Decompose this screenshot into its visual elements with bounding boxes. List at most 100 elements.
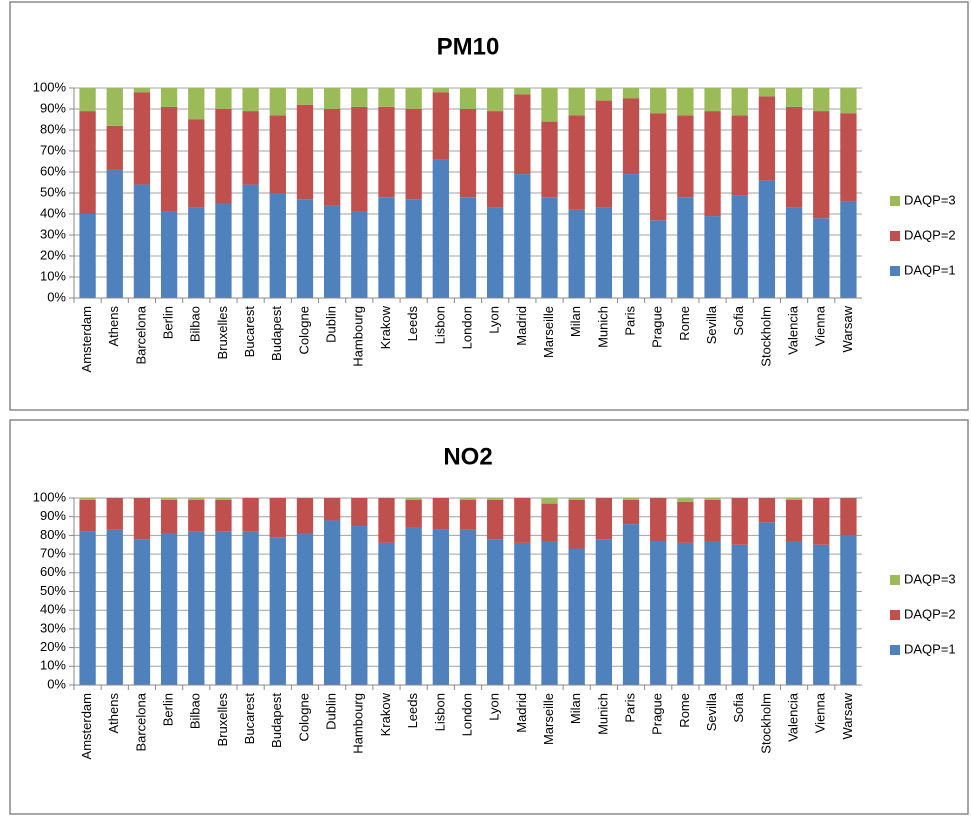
bar-segment — [677, 115, 694, 198]
x-tick-label: Amsterdam — [79, 693, 94, 759]
bar-segment — [541, 121, 558, 198]
x-tick-label: Bruxelles — [215, 306, 230, 360]
bar-segment — [785, 106, 803, 208]
bar-segment — [160, 533, 178, 685]
bar-segment — [813, 498, 830, 545]
y-tick-label: 90% — [40, 508, 66, 523]
bar-segment — [622, 498, 640, 500]
legend-label: DAQP=3 — [904, 192, 956, 207]
x-tick-label: Dublin — [324, 693, 339, 730]
y-tick-label: 10% — [40, 268, 66, 283]
bar-segment — [378, 106, 395, 198]
bar-segment — [79, 111, 96, 214]
bar-segment — [133, 498, 151, 540]
bar-segment — [459, 529, 477, 685]
bar-segment — [595, 88, 613, 101]
x-tick-label: Cologne — [296, 306, 311, 354]
x-tick-label: Bilbao — [188, 306, 203, 342]
legend-swatch — [890, 196, 900, 206]
x-tick-label: Vienna — [813, 692, 828, 733]
bar-segment — [106, 498, 123, 530]
bar-segment — [459, 498, 477, 500]
bar-segment — [650, 88, 667, 114]
bar-segment — [188, 498, 205, 500]
bar-segment — [459, 499, 477, 530]
bar-segment — [432, 529, 449, 685]
bar-segment — [188, 119, 205, 208]
legend-label: DAQP=1 — [904, 641, 956, 656]
bar-segment — [731, 498, 748, 545]
bar-segment — [296, 88, 314, 105]
y-tick-label: 30% — [40, 226, 66, 241]
bar-segment — [242, 498, 259, 532]
bar-segment — [432, 92, 449, 160]
x-tick-label: Rome — [677, 306, 692, 341]
x-tick-label: Lyon — [487, 306, 502, 334]
x-tick-label: Bilbao — [188, 693, 203, 729]
bar-segment — [432, 88, 449, 93]
y-tick-label: 70% — [40, 546, 66, 561]
x-tick-label: Krakow — [378, 305, 393, 349]
bar-segment — [323, 109, 341, 206]
bar-segment — [160, 88, 178, 107]
bar-segment — [541, 503, 558, 542]
legend-label: DAQP=2 — [904, 227, 956, 242]
bar-segment — [405, 498, 422, 500]
bar-segment — [351, 106, 368, 212]
bar-segment — [378, 542, 395, 685]
chart-title: NO2 — [443, 443, 492, 470]
x-tick-label: Krakow — [378, 692, 393, 736]
x-tick-label: London — [459, 693, 474, 736]
x-tick-label: Vienna — [813, 305, 828, 346]
bar-segment — [704, 499, 721, 542]
bar-segment — [731, 88, 748, 116]
bar-segment — [323, 520, 341, 685]
bar-segment — [704, 111, 721, 217]
bar-segment — [622, 98, 640, 175]
y-tick-label: 50% — [40, 184, 66, 199]
x-tick-label: Hambourg — [351, 693, 366, 754]
bar-segment — [215, 88, 232, 109]
x-tick-label: Prague — [650, 693, 665, 735]
bar-segment — [106, 529, 123, 685]
x-tick-label: Leeds — [405, 693, 420, 729]
bar-segment — [595, 498, 613, 540]
x-tick-label: Lyon — [487, 693, 502, 721]
bar-segment — [840, 201, 857, 298]
y-tick-label: 0% — [47, 676, 66, 691]
bar-segment — [595, 539, 613, 685]
bar-segment — [487, 498, 504, 500]
bar-segment — [106, 88, 123, 126]
bar-segment — [541, 541, 558, 685]
bar-segment — [622, 524, 640, 685]
x-tick-label: London — [459, 306, 474, 349]
x-tick-label: Marseille — [541, 693, 556, 745]
bar-segment — [79, 499, 96, 532]
x-tick-label: Cologne — [296, 693, 311, 741]
bar-segment — [215, 203, 232, 298]
bar-segment — [622, 499, 640, 525]
x-tick-label: Milan — [568, 693, 583, 724]
legend-swatch — [890, 610, 900, 620]
x-tick-label: Rome — [677, 693, 692, 728]
x-tick-label: Madrid — [514, 693, 529, 733]
bar-segment — [595, 207, 613, 298]
bar-segment — [296, 104, 314, 200]
x-tick-label: Barcelona — [133, 692, 148, 751]
y-tick-label: 20% — [40, 639, 66, 654]
bar-segment — [351, 526, 368, 685]
y-tick-label: 0% — [47, 289, 66, 304]
bar-segment — [378, 197, 395, 298]
bar-segment — [160, 211, 178, 298]
bar-segment — [758, 180, 776, 298]
bar-segment — [160, 499, 178, 534]
bar-segment — [568, 548, 585, 685]
bar-segment — [541, 88, 558, 122]
bar-segment — [160, 498, 178, 500]
y-tick-label: 40% — [40, 205, 66, 220]
bar-segment — [215, 499, 232, 532]
x-tick-label: Valencia — [786, 692, 801, 742]
bar-segment — [785, 207, 803, 298]
bar-segment — [133, 184, 151, 298]
y-tick-label: 50% — [40, 583, 66, 598]
